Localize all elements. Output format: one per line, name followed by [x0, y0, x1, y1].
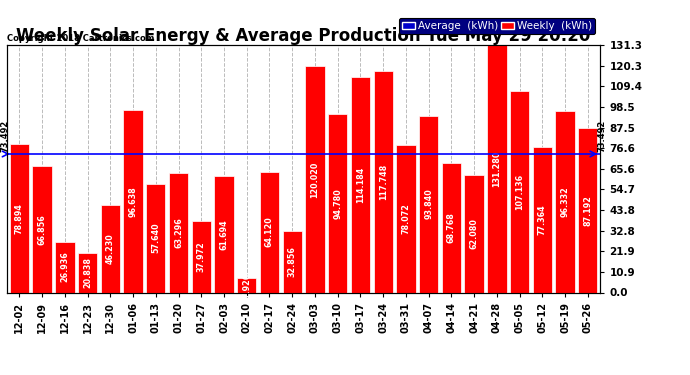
Text: 37.972: 37.972: [197, 242, 206, 272]
Text: 66.856: 66.856: [38, 214, 47, 245]
Text: 73.492: 73.492: [1, 120, 10, 152]
Bar: [510, 90, 529, 292]
Text: 61.694: 61.694: [219, 219, 228, 250]
Bar: [237, 278, 257, 292]
Text: 120.020: 120.020: [310, 161, 319, 198]
Text: 62.080: 62.080: [470, 219, 479, 249]
Bar: [578, 128, 598, 292]
Text: 46.230: 46.230: [106, 234, 115, 264]
Bar: [101, 206, 120, 292]
Bar: [487, 45, 506, 292]
Text: Copyright 2018 Cartronics.com: Copyright 2018 Cartronics.com: [7, 33, 155, 42]
Text: 78.894: 78.894: [15, 203, 24, 234]
Bar: [169, 173, 188, 292]
Text: 73.492: 73.492: [598, 120, 607, 152]
Text: 131.280: 131.280: [493, 151, 502, 187]
Text: 77.364: 77.364: [538, 204, 546, 235]
Text: 94.780: 94.780: [333, 188, 342, 219]
Text: 96.332: 96.332: [560, 186, 569, 217]
Bar: [442, 163, 461, 292]
Bar: [124, 110, 143, 292]
Text: 96.638: 96.638: [128, 186, 137, 217]
Text: 68.768: 68.768: [447, 212, 456, 243]
Bar: [260, 172, 279, 292]
Bar: [305, 66, 324, 292]
Bar: [419, 116, 438, 292]
Text: 32.856: 32.856: [288, 246, 297, 277]
Text: 107.136: 107.136: [515, 174, 524, 210]
Bar: [351, 77, 370, 292]
Title: Weekly Solar Energy & Average Production Tue May 29 20:20: Weekly Solar Energy & Average Production…: [17, 27, 591, 45]
Bar: [78, 253, 97, 292]
Text: 20.838: 20.838: [83, 257, 92, 288]
Bar: [328, 114, 347, 292]
Bar: [10, 144, 29, 292]
Text: 26.936: 26.936: [61, 252, 70, 282]
Bar: [146, 184, 166, 292]
Bar: [464, 176, 484, 292]
Text: 114.184: 114.184: [356, 167, 365, 203]
Bar: [55, 242, 75, 292]
Text: 87.192: 87.192: [583, 195, 592, 226]
Text: 93.840: 93.840: [424, 189, 433, 219]
Bar: [215, 176, 234, 292]
Bar: [283, 231, 302, 292]
Legend: Average  (kWh), Weekly  (kWh): Average (kWh), Weekly (kWh): [399, 18, 595, 34]
Text: 7.926: 7.926: [242, 272, 251, 298]
Text: 78.072: 78.072: [402, 204, 411, 234]
Text: 117.748: 117.748: [379, 164, 388, 200]
Bar: [32, 166, 52, 292]
Bar: [533, 147, 552, 292]
Bar: [396, 146, 415, 292]
Text: 63.296: 63.296: [174, 217, 183, 248]
Text: 64.120: 64.120: [265, 217, 274, 248]
Text: 57.640: 57.640: [151, 223, 160, 254]
Bar: [192, 221, 211, 292]
Bar: [373, 70, 393, 292]
Bar: [555, 111, 575, 292]
